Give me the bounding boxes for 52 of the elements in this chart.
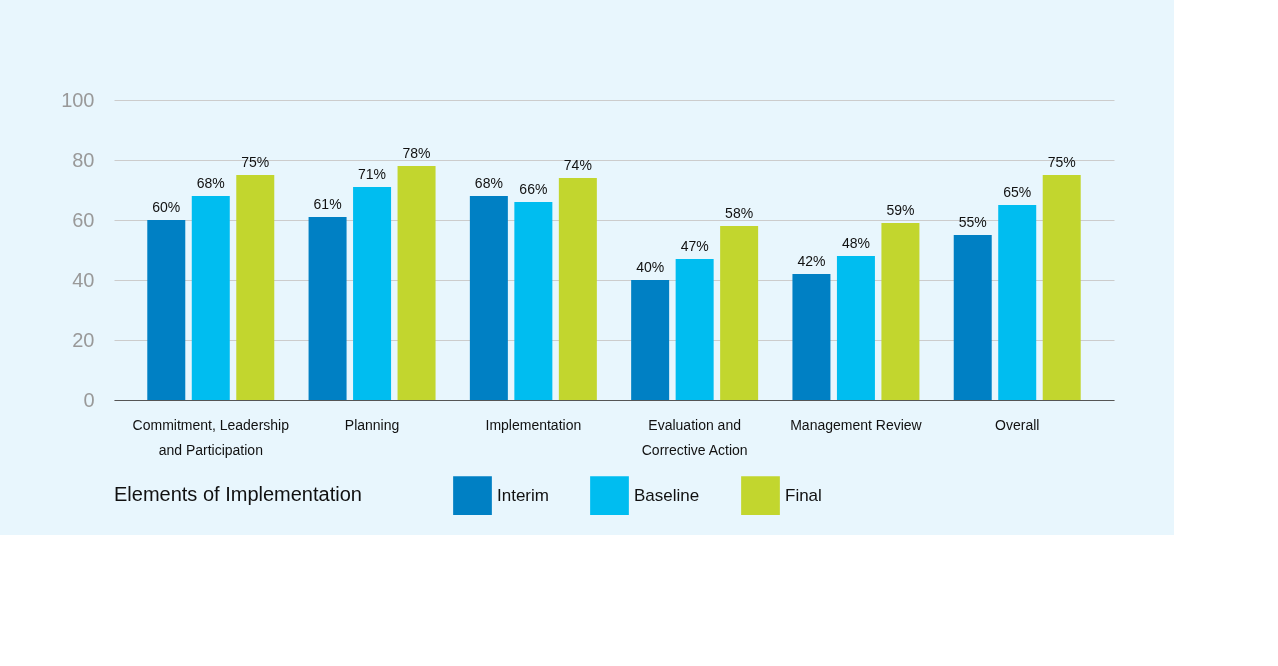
y-tick-label: 100	[61, 88, 95, 111]
bar	[998, 205, 1037, 400]
data-label: 42%	[797, 253, 826, 269]
data-label: 74%	[563, 157, 592, 173]
data-label: 71%	[358, 166, 387, 182]
bar	[953, 235, 992, 400]
bar	[236, 175, 275, 400]
data-label: 68%	[474, 175, 503, 191]
bar	[469, 196, 508, 400]
bar	[147, 220, 186, 400]
x-tick-label: Management Review	[790, 416, 923, 433]
data-label: 47%	[680, 238, 709, 254]
data-label: 75%	[241, 154, 270, 170]
data-label: 59%	[886, 202, 915, 218]
y-tick-label: 40	[72, 268, 95, 291]
data-label: 78%	[402, 145, 431, 161]
y-tick-label: 20	[72, 328, 95, 351]
y-tick-label: 0	[83, 388, 95, 411]
data-label: 61%	[313, 196, 342, 212]
legend-title: Elements of Implementation	[114, 483, 362, 505]
data-label: 55%	[958, 214, 987, 230]
legend-label: Baseline	[634, 485, 700, 505]
bar	[631, 280, 670, 400]
x-tick-label: Overall	[995, 416, 1040, 433]
data-label: 58%	[725, 205, 754, 221]
data-label: 40%	[636, 259, 665, 275]
bar	[836, 256, 875, 400]
x-tick-label: Implementation	[485, 416, 582, 433]
data-label: 48%	[841, 235, 870, 251]
bar	[792, 274, 831, 400]
x-tick-label: Evaluation and Corrective Action	[641, 416, 748, 458]
y-tick-label: 60	[72, 208, 95, 231]
x-tick-label: Commitment, Leadership and Participation	[132, 416, 290, 458]
data-label: 66%	[519, 181, 548, 197]
bar	[397, 166, 436, 400]
legend-label: Interim	[497, 485, 549, 505]
bar	[308, 217, 347, 400]
bar	[558, 178, 597, 400]
y-tick-label: 80	[72, 148, 95, 171]
bar	[1042, 175, 1081, 400]
bar	[191, 196, 230, 400]
data-label: 65%	[1003, 184, 1032, 200]
data-label: 75%	[1047, 154, 1076, 170]
bar	[675, 259, 714, 400]
legend-label: Final	[785, 485, 822, 505]
bar	[881, 223, 920, 400]
bar	[514, 202, 553, 400]
bar	[720, 226, 759, 400]
bar	[353, 187, 392, 400]
data-label: 60%	[152, 199, 181, 215]
x-tick-label: Planning	[344, 416, 400, 433]
data-label: 68%	[196, 175, 225, 191]
